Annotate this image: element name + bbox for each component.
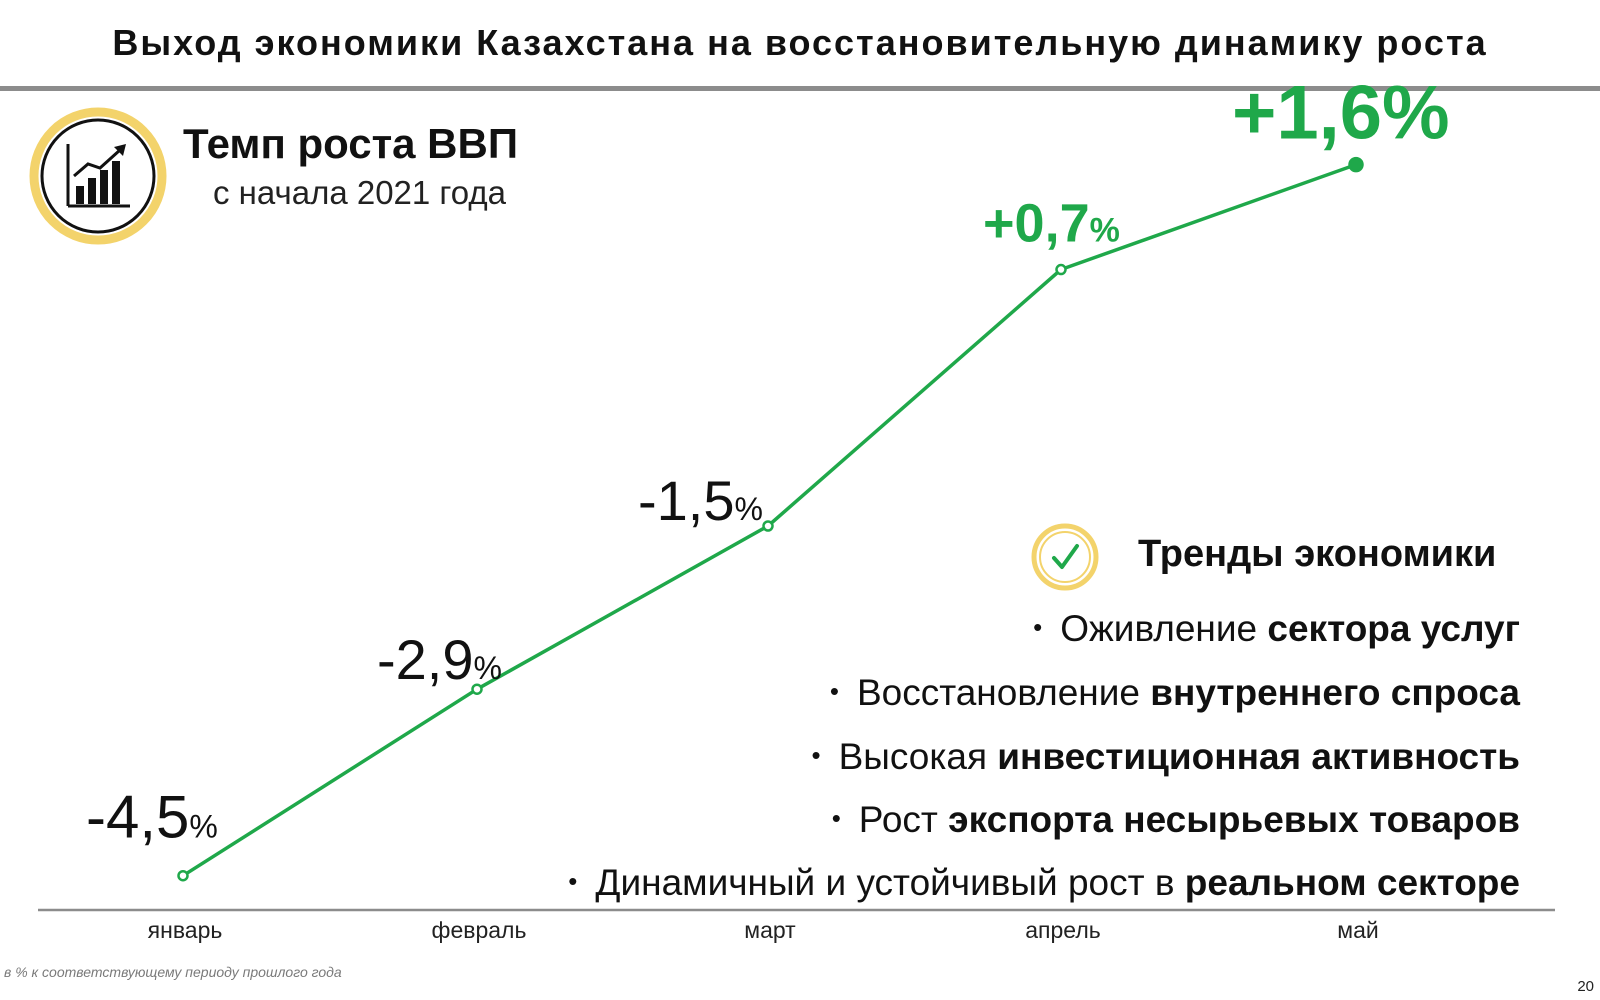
data-point (471, 683, 483, 695)
growth-chart-icon (29, 107, 167, 245)
x-tick-label: март (744, 917, 796, 943)
trend-text-bold: внутреннего спроса (1150, 672, 1520, 713)
data-label-value: +0,7 (983, 194, 1090, 254)
data-label-value: -1,5 (638, 469, 735, 532)
page-title: Выход экономики Казахстана на восстанови… (112, 22, 1488, 63)
data-label-unit: % (1090, 212, 1120, 250)
data-label-value: -2,9 (377, 628, 474, 691)
trend-item: • Восстановление внутреннего спроса (829, 672, 1520, 713)
data-label-value: +1,6% (1232, 71, 1450, 156)
trends-title: Тренды экономики (1138, 533, 1497, 575)
x-tick-label: январь (148, 917, 223, 943)
data-point (762, 520, 774, 532)
gdp-title: Темп роста ВВП (183, 120, 519, 167)
trend-text: Высокая (838, 736, 998, 777)
trend-item: • Динамичный и устойчивый рост в реальном… (568, 862, 1520, 903)
data-point (1348, 156, 1364, 173)
data-label-unit: % (474, 650, 502, 686)
trend-item: • Оживление сектора услуг (1033, 608, 1520, 649)
trend-text-bold: экспорта несырьевых товаров (948, 799, 1520, 840)
data-label: -4,5% (86, 784, 218, 851)
data-label: +1,6% (1232, 71, 1450, 156)
trend-text-bold: инвестиционная активность (997, 736, 1520, 777)
check-circle-icon (1031, 523, 1099, 591)
data-label: -1,5% (638, 469, 763, 532)
data-label: -2,9% (377, 628, 502, 691)
data-label: +0,7% (983, 194, 1120, 254)
trend-text-bold: реальном секторе (1184, 862, 1520, 903)
x-tick-label: май (1337, 917, 1378, 943)
data-point (1055, 263, 1067, 276)
header-divider (0, 86, 1600, 91)
trend-text: Восстановление (856, 672, 1151, 713)
data-label-unit: % (189, 809, 217, 845)
trend-text-bold: сектора услуг (1267, 608, 1520, 649)
trend-text: Оживление (1060, 608, 1268, 649)
trend-item: • Высокая инвестиционная активность (811, 736, 1520, 777)
page-number: 20 (1577, 978, 1594, 995)
data-point (177, 869, 189, 882)
x-tick-label: февраль (432, 917, 527, 943)
x-tick-label: апрель (1025, 917, 1100, 943)
trend-text: Рост (858, 799, 949, 840)
trend-text: Динамичный и устойчивый рост в (595, 862, 1185, 903)
data-label-value: -4,5 (86, 784, 189, 851)
data-label-unit: % (735, 491, 763, 527)
footnote: в % к соответствующему периоду прошлого … (4, 964, 342, 980)
gdp-subtitle: с начала 2021 года (213, 174, 506, 211)
trend-item: • Рост экспорта несырьевых товаров (831, 799, 1520, 840)
